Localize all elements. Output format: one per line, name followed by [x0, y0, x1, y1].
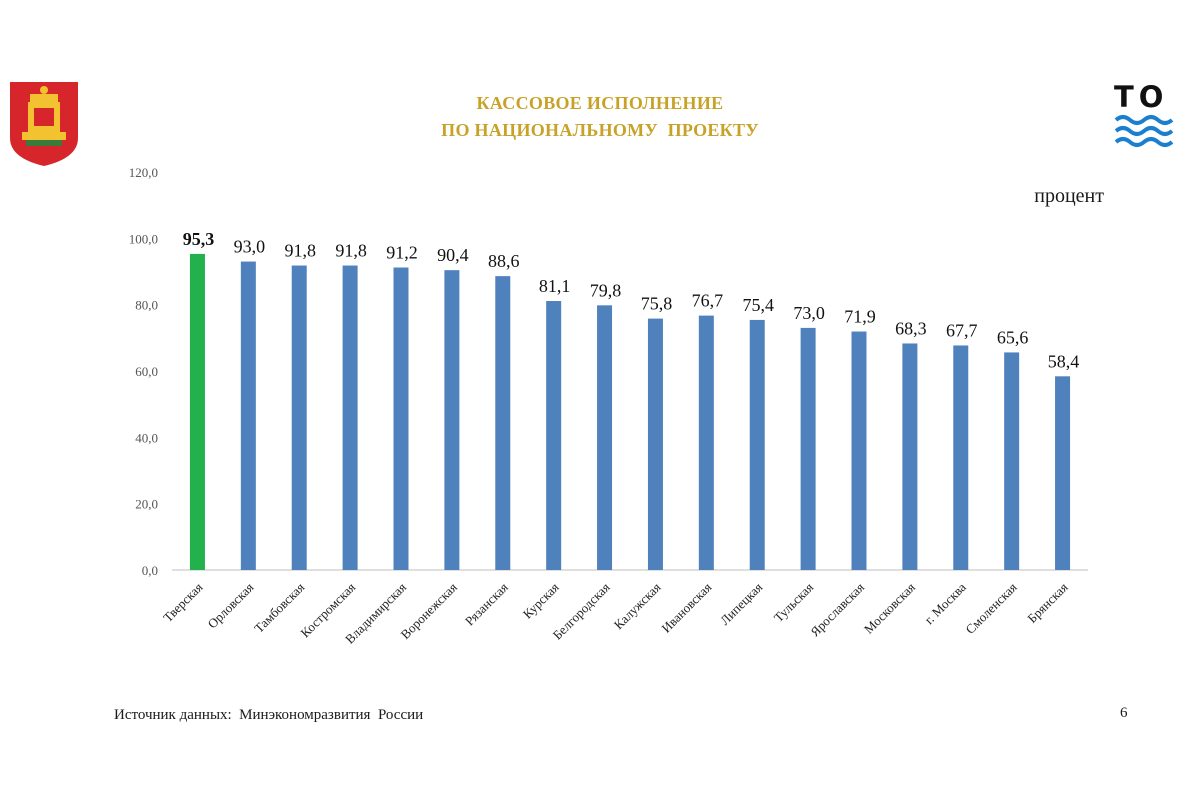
bar	[444, 270, 460, 570]
x-tick-label: Смоленская	[962, 580, 1019, 637]
page-number: 6	[1120, 705, 1128, 721]
data-label: 90,4	[437, 245, 469, 265]
x-tick-label: Московская	[861, 580, 918, 637]
y-tick-label: 20,0	[135, 497, 158, 512]
x-tick-label: Ивановская	[658, 580, 714, 636]
y-tick-label: 0,0	[142, 563, 158, 578]
bar	[342, 265, 358, 570]
brand-logo: ТО	[1114, 82, 1176, 157]
data-label: 65,6	[997, 327, 1029, 347]
y-tick-label: 40,0	[135, 430, 158, 445]
data-label: 75,8	[641, 294, 673, 314]
y-tick-label: 80,0	[135, 298, 158, 313]
data-label: 91,8	[284, 241, 316, 261]
y-tick-label: 100,0	[129, 231, 158, 246]
data-label: 68,3	[895, 318, 927, 338]
x-tick-label: Рязанская	[462, 580, 511, 629]
bar	[291, 265, 307, 570]
bar	[495, 276, 511, 570]
x-tick-label: Орловская	[205, 580, 257, 632]
x-tick-label: Липецкая	[717, 580, 765, 628]
x-tick-label: Курская	[520, 580, 562, 622]
data-label: 71,9	[844, 307, 876, 327]
data-label: 91,8	[335, 241, 367, 261]
data-label: 73,0	[793, 303, 825, 323]
chart-title: КАССОВОЕ ИСПОЛНЕНИЕ ПО НАЦИОНАЛЬНОМУ ПРО…	[300, 90, 900, 144]
data-label: 95,3	[183, 229, 215, 249]
coat-of-arms-icon	[8, 80, 80, 173]
bar	[1004, 352, 1020, 570]
bar	[851, 331, 867, 570]
data-label: 91,2	[386, 243, 418, 263]
chart-title-line-1: КАССОВОЕ ИСПОЛНЕНИЕ	[476, 93, 724, 113]
bar	[597, 305, 613, 570]
brand-text: ТО	[1114, 80, 1169, 114]
data-label: 76,7	[692, 291, 724, 311]
unit-label: процент	[1034, 185, 1104, 207]
wave-logo-icon	[1114, 115, 1174, 147]
bar	[546, 301, 562, 570]
data-label: 58,4	[1048, 351, 1080, 371]
bar	[647, 318, 663, 570]
data-label: 81,1	[539, 276, 571, 296]
data-label: 67,7	[946, 320, 978, 340]
bar-chart: 0,0 20,0 40,0 60,0 80,0 100,0 120,0 95,3 Тверска…	[129, 165, 1088, 647]
y-tick-label: 60,0	[135, 364, 158, 379]
bar	[698, 315, 714, 570]
bar	[953, 345, 969, 570]
data-label: 79,8	[590, 280, 622, 300]
x-tick-label: Тульская	[771, 580, 816, 625]
bar	[189, 253, 205, 570]
bar	[1055, 376, 1071, 570]
bar	[393, 267, 409, 570]
x-tick-label: Ярославская	[807, 580, 867, 640]
bar	[749, 319, 765, 570]
data-source-note: Источник данных: Минэкономразвития Росси…	[114, 707, 424, 723]
y-tick-label: 120,0	[129, 165, 158, 180]
x-tick-label: г. Москва	[921, 579, 969, 627]
chart-title-line-2: ПО НАЦИОНАЛЬНОМУ ПРОЕКТУ	[441, 120, 759, 140]
data-label: 88,6	[488, 251, 520, 271]
x-tick-label: Калужская	[611, 580, 664, 633]
x-tick-label: Брянская	[1024, 580, 1070, 626]
bar	[902, 343, 918, 570]
x-tick-label: Тверская	[160, 580, 205, 625]
bar	[800, 327, 816, 570]
data-label: 75,4	[742, 295, 774, 315]
data-label: 93,0	[234, 237, 266, 257]
bar	[240, 261, 256, 570]
